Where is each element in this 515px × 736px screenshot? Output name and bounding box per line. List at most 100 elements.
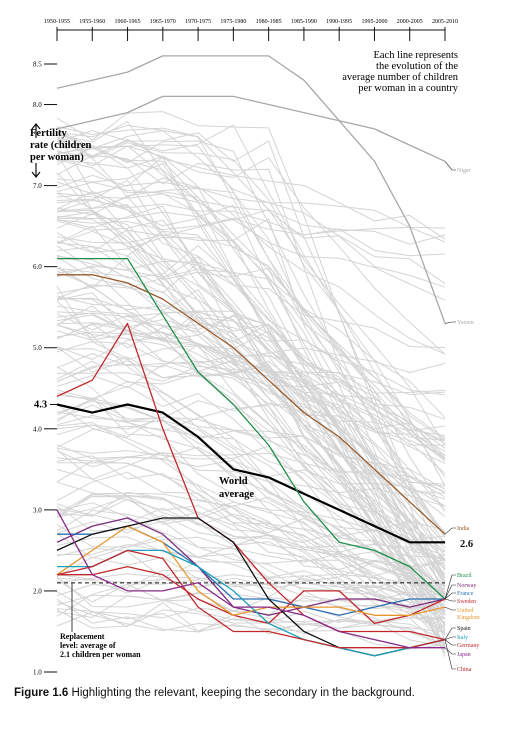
background-country-line xyxy=(56,471,446,601)
series-label: Japan xyxy=(457,652,471,658)
replacement-label: level: average of xyxy=(60,641,116,650)
background-country-line xyxy=(56,544,446,616)
series-line-world-average xyxy=(56,403,445,544)
background-country-line xyxy=(56,584,446,625)
series-label: France xyxy=(457,591,474,597)
annotation-text: the evolution of the xyxy=(376,61,458,72)
x-tick-label: 1950-1955 xyxy=(44,19,70,25)
background-country-lines xyxy=(56,111,446,657)
background-country-line xyxy=(56,111,446,602)
series-label: Spain xyxy=(457,626,471,632)
series-leader xyxy=(444,592,456,600)
background-country-line xyxy=(56,346,446,394)
series-leader xyxy=(444,598,456,602)
background-country-line xyxy=(56,230,446,512)
replacement-level xyxy=(57,582,445,632)
x-tick-label: 1985-1990 xyxy=(291,19,317,25)
background-country-line xyxy=(56,595,446,648)
background-country-line xyxy=(56,147,446,285)
background-country-line xyxy=(56,404,446,629)
series-line-india xyxy=(57,274,446,535)
series-label: Brazil xyxy=(457,573,472,579)
background-country-line xyxy=(56,305,446,464)
chart-axes: 1950-1955 1955-1960 1960-1965 1965-1970 1970… xyxy=(31,19,458,677)
background-country-line xyxy=(56,444,446,487)
replacement-label: Replacement xyxy=(60,632,105,641)
world-average-label: average xyxy=(219,489,254,500)
background-country-line xyxy=(56,121,446,441)
background-country-line xyxy=(56,191,446,517)
background-country-line xyxy=(56,577,446,597)
x-tick-label: 1960-1965 xyxy=(115,19,141,25)
y-tick-label: 6.0 xyxy=(33,263,42,271)
y-axis-label: per woman) xyxy=(30,152,84,163)
background-country-line xyxy=(56,146,446,355)
y-axis-label: Fertility xyxy=(30,128,67,139)
background-country-line xyxy=(56,229,446,567)
series-leader xyxy=(444,606,456,611)
series-line-brazil xyxy=(57,257,446,600)
x-tick-label: 2000-2005 xyxy=(397,19,423,25)
figure-caption: Figure 1.6 Highlighting the relevant, ke… xyxy=(14,687,509,699)
background-country-line xyxy=(56,159,446,649)
annotation-text: per woman in a country xyxy=(358,83,458,94)
y-tick-label: 8.0 xyxy=(33,101,42,109)
series-leader xyxy=(444,527,456,535)
y-axis-label: rate (children xyxy=(30,140,91,151)
series-leader xyxy=(444,636,456,640)
series-line-united-kingdom xyxy=(56,525,446,616)
series-label: Sweden xyxy=(457,599,476,605)
series-line-china xyxy=(56,322,446,641)
background-country-line xyxy=(56,455,446,603)
background-country-line xyxy=(56,509,446,541)
background-country-line xyxy=(56,592,446,613)
background-country-line xyxy=(56,344,446,595)
series-label: Yemen xyxy=(457,320,474,326)
background-country-line xyxy=(56,126,446,446)
series-line-japan xyxy=(56,509,445,649)
arrow-down-icon xyxy=(31,163,41,178)
x-tick-label: 1965-1970 xyxy=(150,19,176,25)
background-country-line xyxy=(56,132,446,355)
background-country-line xyxy=(56,445,446,608)
figure-number: Figure 1.6 xyxy=(14,687,69,699)
series-label: China xyxy=(457,667,472,673)
background-country-line xyxy=(56,556,446,596)
background-country-line xyxy=(56,230,446,349)
x-tick-label: 1980-1985 xyxy=(256,19,282,25)
annotation-text: average number of children xyxy=(342,72,458,83)
y-tick-label: 2.0 xyxy=(33,587,42,595)
background-country-line xyxy=(56,353,446,420)
background-country-line xyxy=(56,574,446,589)
series-leader xyxy=(444,574,456,600)
background-country-line xyxy=(56,495,446,620)
y-tick-label: 8.5 xyxy=(33,61,42,69)
background-country-line xyxy=(56,514,446,560)
background-country-line xyxy=(56,136,446,478)
series-line-yemen xyxy=(56,55,446,324)
highlighted-lines xyxy=(56,55,456,670)
world-end-label: 2.6 xyxy=(460,539,473,550)
series-label: Germany xyxy=(457,643,479,649)
series-leader xyxy=(444,639,456,646)
background-country-line xyxy=(56,285,446,645)
series-line-sweden xyxy=(57,565,446,625)
series-line-germany xyxy=(56,549,446,649)
background-country-line xyxy=(57,365,446,575)
background-country-line xyxy=(56,418,446,636)
series-label: United xyxy=(457,608,473,614)
background-country-line xyxy=(56,192,446,245)
background-country-line xyxy=(56,314,446,581)
series-label: India xyxy=(457,526,470,532)
y-tick-label: 4.0 xyxy=(33,425,42,433)
x-tick-label: 1970-1975 xyxy=(185,19,211,25)
y-tick-label: 7.0 xyxy=(33,182,42,190)
series-leader xyxy=(444,584,456,600)
background-country-line xyxy=(56,573,446,609)
background-country-line xyxy=(56,219,446,545)
replacement-label: 2.1 children per woman xyxy=(60,650,141,659)
background-country-line xyxy=(56,297,446,396)
x-tick-label: 1995-2000 xyxy=(361,19,387,25)
y-tick-label: 5.0 xyxy=(33,344,42,352)
